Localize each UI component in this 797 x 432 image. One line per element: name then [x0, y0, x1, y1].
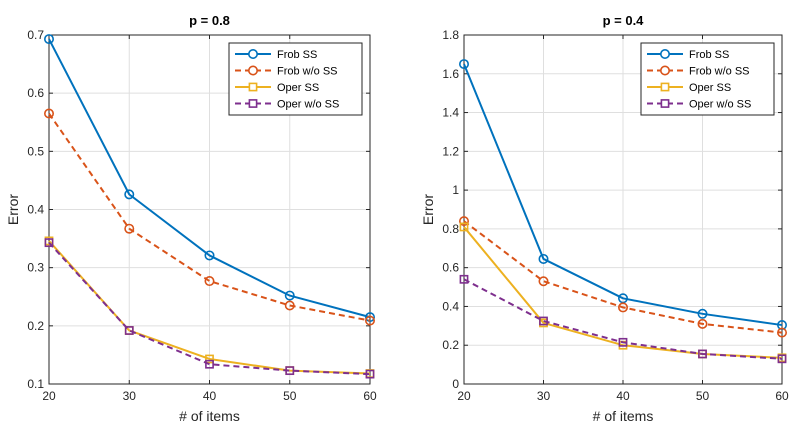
data-point	[285, 366, 295, 376]
data-point	[43, 108, 54, 119]
x-tick-label: 50	[283, 389, 297, 403]
data-point	[617, 302, 628, 313]
series-line-frob-w-o-ss	[463, 220, 783, 334]
data-point	[538, 276, 549, 287]
y-axis-label: Error	[420, 194, 436, 225]
data-point	[364, 312, 375, 323]
y-tick-label: 1.2	[442, 144, 459, 158]
data-point	[697, 308, 708, 319]
legend-marker	[660, 99, 670, 108]
legend-marker	[248, 48, 259, 59]
data-point	[204, 276, 215, 287]
x-tick-label: 30	[537, 389, 551, 403]
series-line-oper-w-o-ss	[48, 241, 371, 376]
y-tick-label: 0.2	[442, 338, 459, 352]
series-line-frob-ss	[48, 38, 371, 319]
x-tick-label: 60	[775, 389, 789, 403]
x-tick-label: 50	[696, 389, 710, 403]
data-point	[364, 315, 375, 326]
data-point	[458, 59, 469, 70]
data-point	[459, 274, 469, 284]
legend-label-oper-ss: Oper SS	[277, 82, 319, 94]
series-oper-w-o-ss	[44, 238, 375, 379]
data-point	[618, 337, 628, 347]
legend-label-frob-ss: Frob SS	[277, 49, 317, 61]
y-tick-label: 0.6	[442, 261, 459, 275]
x-tick-label: 40	[616, 389, 630, 403]
legend-label-frob-w-o-ss: Frob w/o SS	[689, 66, 750, 78]
x-tick-label: 60	[363, 389, 377, 403]
y-axis-label: Error	[5, 194, 21, 225]
series-line-oper-w-o-ss	[463, 278, 783, 360]
legend-label-oper-ss: Oper SS	[689, 82, 731, 94]
y-tick-label: 1	[452, 183, 459, 197]
legend-label-oper-w-o-ss: Oper w/o SS	[689, 99, 751, 111]
y-tick-label: 0.3	[27, 261, 44, 275]
data-point	[284, 300, 295, 311]
data-point	[539, 316, 548, 326]
chart-title: p = 0.4	[603, 13, 645, 28]
x-axis-label: # of items	[179, 408, 240, 424]
series-frob-ss	[43, 34, 375, 323]
data-point	[124, 189, 135, 200]
data-point	[698, 349, 707, 359]
series-line-frob-w-o-ss	[48, 112, 371, 322]
y-tick-label: 0.5	[27, 144, 44, 158]
data-point	[205, 354, 214, 364]
x-axis-label: # of items	[593, 408, 654, 424]
x-tick-label: 20	[42, 389, 56, 403]
y-tick-label: 1.8	[442, 28, 459, 42]
chart-title: p = 0.8	[189, 13, 230, 28]
data-point	[124, 223, 135, 234]
chart-panel-p08: 20 30 40 50 60 0.1 0.2 0.3 0.4 0.5 0.6 0.7 p = 0.8 # …	[5, 13, 377, 424]
y-tick-label: 0	[452, 377, 459, 391]
x-tick-label: 40	[203, 389, 217, 403]
data-point	[44, 238, 54, 248]
legend: Frob SS Frob w/o SS Oper SS Oper w/o SS	[640, 42, 775, 116]
series-oper-w-o-ss	[459, 274, 787, 364]
legend-label-frob-ss: Frob SS	[689, 49, 729, 61]
y-tick-label: 0.7	[27, 28, 44, 42]
data-point	[284, 290, 295, 301]
x-tick-label: 30	[123, 389, 137, 403]
legend-marker	[660, 82, 670, 92]
data-point	[458, 216, 469, 227]
data-point	[776, 320, 787, 331]
y-tick-label: 0.2	[27, 319, 44, 333]
data-point	[205, 359, 214, 369]
legend-marker	[248, 99, 258, 108]
legend-marker	[659, 48, 670, 59]
series-frob-w-o-ss	[43, 108, 375, 326]
y-tick-label: 1.4	[442, 106, 459, 120]
data-point	[459, 222, 469, 232]
data-point	[776, 327, 787, 338]
y-tick-label: 0.1	[27, 377, 44, 391]
x-tick-label: 20	[457, 389, 471, 403]
y-tick-label: 1.6	[442, 67, 459, 81]
legend-label-oper-w-o-ss: Oper w/o SS	[277, 99, 339, 111]
data-point	[43, 34, 54, 45]
series-frob-w-o-ss	[458, 216, 787, 338]
y-tick-label: 0.4	[442, 299, 459, 313]
data-point	[365, 369, 375, 379]
y-tick-label: 0.8	[442, 222, 459, 236]
chart-panel-p04: 20 30 40 50 60 0 0.2 0.4 0.6 0.8 1 1.2 1.4 1.6 1.8 p = …	[420, 13, 789, 424]
data-point	[538, 253, 549, 264]
data-point	[204, 250, 215, 261]
y-tick-label: 0.6	[27, 86, 44, 100]
data-point	[124, 326, 134, 335]
series-line-frob-ss	[463, 63, 783, 327]
data-point	[777, 354, 787, 364]
legend-marker	[659, 65, 670, 76]
legend-marker	[248, 82, 258, 92]
y-tick-label: 0.4	[27, 203, 44, 217]
legend: Frob SS Frob w/o SS Oper SS Oper w/o SS	[228, 42, 363, 116]
legend-label-frob-w-o-ss: Frob w/o SS	[277, 66, 338, 78]
legend-marker	[248, 65, 259, 76]
data-point	[697, 318, 708, 329]
